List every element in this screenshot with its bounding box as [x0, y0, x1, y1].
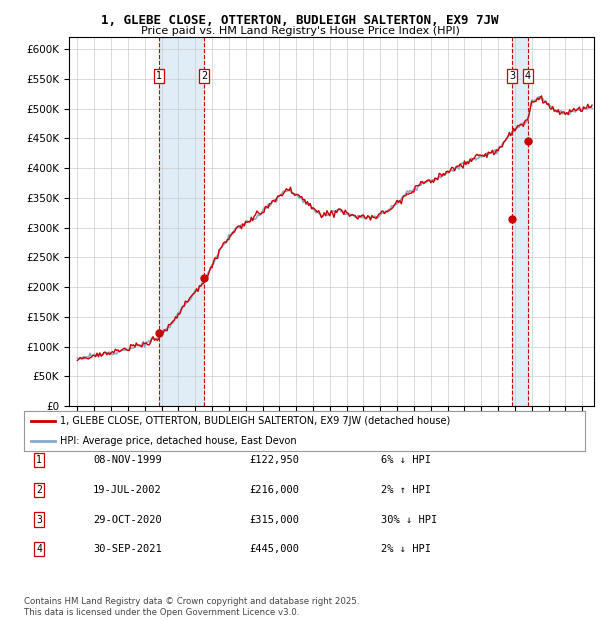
Text: £315,000: £315,000: [249, 515, 299, 525]
Bar: [159, 37, 204, 406]
Text: 1, GLEBE CLOSE, OTTERTON, BUDLEIGH SALTERTON, EX9 7JW (detached house): 1, GLEBE CLOSE, OTTERTON, BUDLEIGH SALTE…: [61, 416, 451, 426]
Text: 1: 1: [36, 455, 42, 465]
Text: £216,000: £216,000: [249, 485, 299, 495]
Text: 2% ↑ HPI: 2% ↑ HPI: [381, 485, 431, 495]
Text: 1, GLEBE CLOSE, OTTERTON, BUDLEIGH SALTERTON, EX9 7JW: 1, GLEBE CLOSE, OTTERTON, BUDLEIGH SALTE…: [101, 14, 499, 27]
Text: 30-SEP-2021: 30-SEP-2021: [93, 544, 162, 554]
Text: 19-JUL-2002: 19-JUL-2002: [93, 485, 162, 495]
Text: 2: 2: [36, 485, 42, 495]
Text: 1: 1: [156, 71, 162, 81]
Text: 4: 4: [36, 544, 42, 554]
Text: 08-NOV-1999: 08-NOV-1999: [93, 455, 162, 465]
Text: 3: 3: [36, 515, 42, 525]
Text: 4: 4: [524, 71, 530, 81]
Text: 2% ↓ HPI: 2% ↓ HPI: [381, 544, 431, 554]
Text: 3: 3: [509, 71, 515, 81]
Bar: [512, 37, 527, 406]
Text: 6% ↓ HPI: 6% ↓ HPI: [381, 455, 431, 465]
Text: Contains HM Land Registry data © Crown copyright and database right 2025.
This d: Contains HM Land Registry data © Crown c…: [24, 598, 359, 617]
Text: HPI: Average price, detached house, East Devon: HPI: Average price, detached house, East…: [61, 436, 297, 446]
Text: £122,950: £122,950: [249, 455, 299, 465]
Text: 2: 2: [201, 71, 208, 81]
Text: 30% ↓ HPI: 30% ↓ HPI: [381, 515, 437, 525]
Text: 29-OCT-2020: 29-OCT-2020: [93, 515, 162, 525]
Text: Price paid vs. HM Land Registry's House Price Index (HPI): Price paid vs. HM Land Registry's House …: [140, 26, 460, 36]
Text: £445,000: £445,000: [249, 544, 299, 554]
